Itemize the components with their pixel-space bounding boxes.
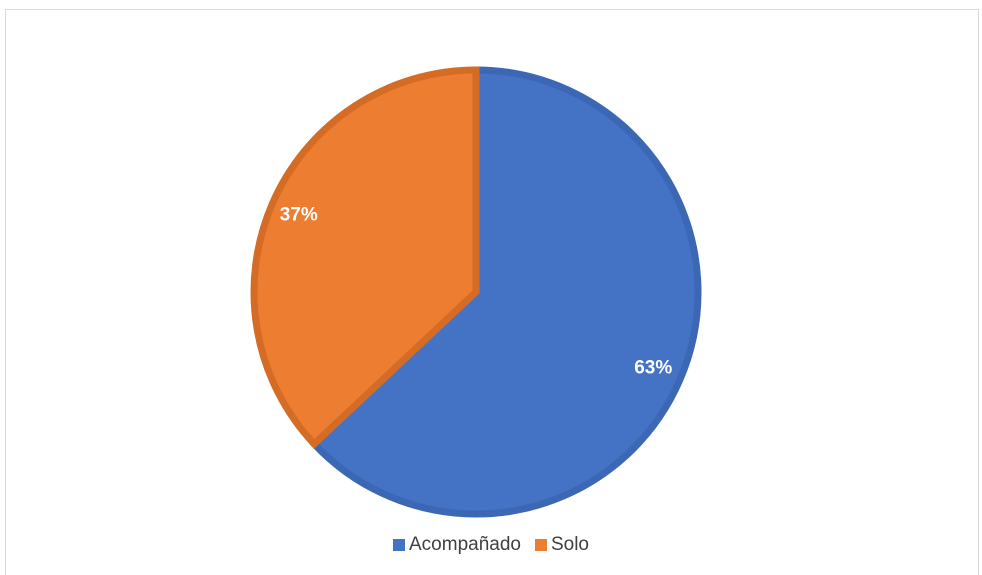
legend: Acompañado Solo (0, 534, 982, 556)
legend-label-solo: Solo (550, 534, 589, 555)
data-label-acompanado: 63% (634, 358, 672, 379)
pie-slice-acompanado (309, 66, 702, 518)
legend-item-solo: Solo (534, 534, 589, 556)
pie-slice-solo (250, 66, 480, 449)
legend-swatch-solo (534, 539, 547, 551)
data-label-solo: 37% (280, 204, 318, 225)
legend-item-acompanado: Acompañado (393, 534, 521, 556)
pie-data-labels: 63% 37% (280, 204, 673, 378)
legend-label-acompanado: Acompañado (409, 534, 521, 555)
legend-swatch-acompanado (393, 539, 405, 551)
pie-slices (250, 66, 702, 518)
